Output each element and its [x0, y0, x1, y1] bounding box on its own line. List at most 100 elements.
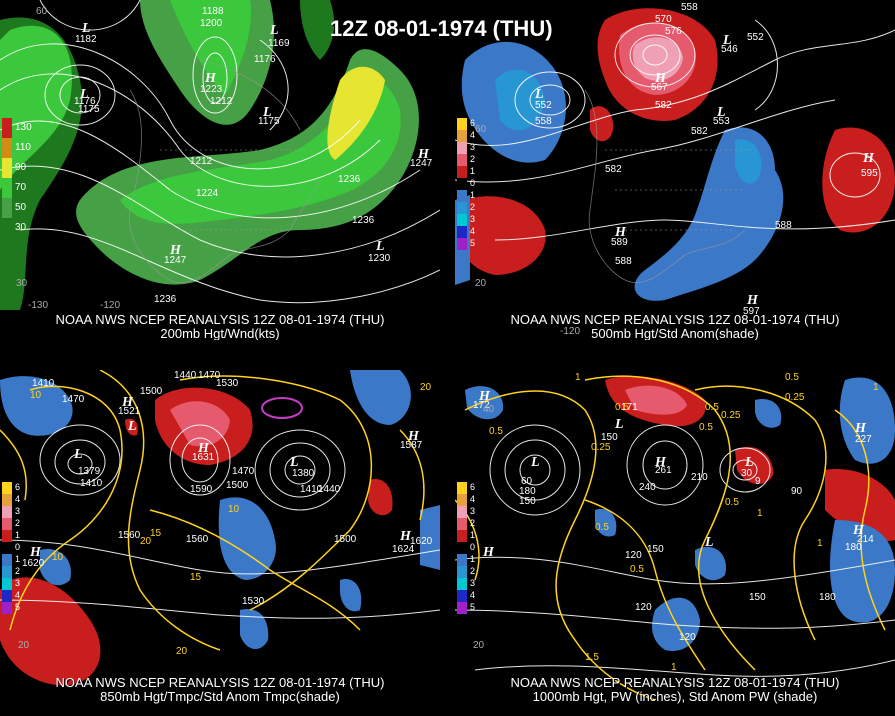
legend-label: 1 — [470, 554, 476, 564]
contour-label: 1500 — [140, 386, 163, 397]
anom-shade — [755, 399, 782, 428]
legend-label: 4 — [470, 130, 476, 140]
legend-label: 50 — [15, 202, 27, 213]
contour-label: 1175 — [258, 116, 280, 127]
contour-label: 589 — [611, 237, 628, 248]
high-marker: H — [482, 545, 495, 560]
pw-label: 0.5 — [615, 402, 629, 413]
tick-label: 30 — [16, 278, 28, 289]
high-marker: H — [29, 545, 42, 560]
legend-label: 130 — [15, 122, 32, 133]
tick-label: 20 — [18, 640, 30, 651]
tick-label: 40 — [483, 404, 495, 415]
temp-label: 10 — [30, 390, 42, 401]
legend-label: 1 — [15, 530, 21, 540]
contour-label: 1530 — [216, 378, 239, 389]
contour-label: 1176 — [74, 96, 96, 107]
contour-label: 1631 — [192, 452, 215, 463]
low-marker: L — [530, 455, 540, 470]
contour-label: 1169 — [268, 38, 290, 49]
low-marker: L — [269, 23, 279, 38]
low-marker: L — [614, 417, 624, 432]
contour-label: 595 — [861, 168, 878, 179]
anom-shade — [590, 106, 614, 142]
panel-1000mb: 150 210 240 180 120 150 150 180 120 90 6… — [455, 370, 895, 716]
anom-shade — [0, 376, 73, 436]
pw-label: 1 — [817, 538, 823, 549]
low-marker: L — [744, 455, 754, 470]
high-marker: H — [121, 395, 134, 410]
anom-shade — [495, 69, 545, 131]
contour-label: 1175 — [78, 104, 100, 115]
contour-label: 1212 — [210, 96, 233, 107]
contour-label: 567 — [651, 82, 668, 93]
contour-label: 261 — [655, 465, 672, 476]
contour-label: 1236 — [352, 215, 375, 226]
contour-label: 1470 — [62, 394, 85, 405]
legend-1000mb: 6 4 3 2 1 0 1 2 3 4 5 — [457, 482, 491, 614]
legend-label: 0 — [470, 178, 476, 188]
contour-label: 1230 — [368, 253, 391, 264]
contour-label: 1521 — [118, 406, 141, 417]
contour-label: 558 — [535, 116, 552, 127]
legend-850mb: 6 4 3 2 1 0 1 2 3 4 5 — [2, 482, 36, 614]
pw-label: 0.5 — [489, 426, 503, 437]
contour-label: 1182 — [75, 34, 97, 45]
contour-label: 1224 — [196, 188, 219, 199]
pw-label: 0.5 — [630, 564, 644, 575]
legend-label: 3 — [15, 578, 21, 588]
legend-label: 3 — [470, 578, 476, 588]
low-marker: L — [79, 87, 89, 102]
contour-label: 576 — [665, 26, 682, 37]
high-marker: H — [614, 225, 627, 240]
contour-label: 150 — [647, 544, 664, 555]
pw-label: 0.5 — [725, 497, 739, 508]
temp-label: 15 — [190, 572, 202, 583]
high-marker: H — [852, 523, 865, 538]
high-marker: H — [417, 147, 430, 162]
legend-label: 3 — [15, 506, 21, 516]
legend-label: 2 — [470, 202, 476, 212]
caption-line2: 200mb Hgt/Wnd(kts) — [160, 326, 280, 341]
pw-label: 1 — [757, 508, 763, 519]
pw-label: 1.5 — [585, 652, 599, 663]
low-marker: L — [289, 455, 299, 470]
legend-200mb: 130 110 90 70 50 30 — [2, 118, 36, 238]
contour-label: 1530 — [242, 596, 265, 607]
temp-label: 20 — [420, 382, 432, 393]
low-marker: L — [716, 105, 726, 120]
pw-label: 0.5 — [705, 402, 719, 413]
caption-line1: NOAA NWS NCEP REANALYSIS 12Z 08-01-1974 … — [55, 312, 385, 327]
contour-label: 1560 — [118, 530, 141, 541]
anom-shade — [465, 386, 504, 420]
contour-label: 1440 — [318, 484, 341, 495]
legend-label: 1 — [470, 530, 476, 540]
wind-shade — [327, 66, 385, 160]
tick-label: -130 — [28, 300, 48, 311]
anom-shade — [595, 508, 617, 537]
tick-label: 20 — [475, 278, 487, 289]
pw-label: 0.5 — [785, 372, 799, 383]
panel-500mb: 558 570 576 552 582 558 582 588 588 5 46 … — [455, 0, 895, 340]
contour-label: 1247 — [410, 158, 433, 169]
temp-label: 10 — [52, 552, 64, 563]
pw-label: 0.25 — [785, 392, 805, 403]
contour-label: 546 — [721, 44, 738, 55]
wind-shade — [120, 77, 401, 224]
high-marker: H — [862, 151, 875, 166]
low-marker: L — [73, 447, 83, 462]
legend-label: 4 — [15, 590, 21, 600]
contour-label: 1624 — [392, 544, 415, 555]
contour-label: 1620 — [410, 536, 433, 547]
legend-label: 2 — [15, 566, 21, 576]
legend-label: 6 — [470, 118, 476, 128]
high-marker: H — [746, 293, 759, 308]
contour-label: 1176 — [254, 54, 276, 65]
map-850mb: 1410 1470 1500 1440 1470 1530 1410 1470 … — [0, 370, 440, 686]
contour-label: 1470 — [232, 466, 255, 477]
anom-shade — [695, 546, 726, 581]
legend-label: 4 — [470, 494, 476, 504]
contour-label: 1410 — [300, 484, 323, 495]
pw-label: 0.5 — [595, 522, 609, 533]
contour-label: 1590 — [190, 484, 213, 495]
